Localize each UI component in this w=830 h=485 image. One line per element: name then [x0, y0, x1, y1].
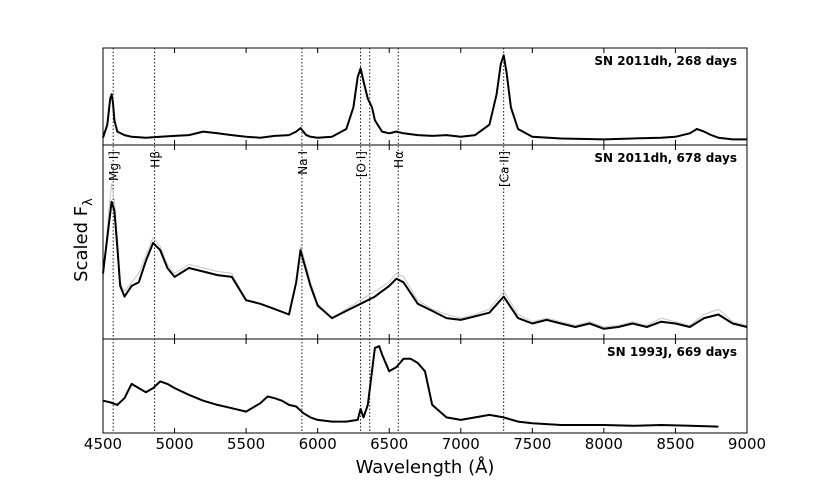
panel-frame [102, 144, 748, 340]
spectrum-line [102, 345, 719, 428]
x-axis-ticks [102, 48, 748, 433]
spectrum-line [102, 200, 748, 330]
line-id-label: [O I] [355, 151, 369, 177]
panel-title: SN 1993J, 669 days [607, 345, 737, 359]
x-tick-label: 6500 [370, 435, 408, 453]
text-labels: Mg I] Hβ Na I [O I] Hα [Ca II] SN 2011dh, 268 … [71, 54, 766, 478]
panel-title: SN 2011dh, 268 days [594, 54, 737, 68]
panel-frame [102, 338, 748, 434]
line-id-label: Hα [392, 151, 406, 168]
y-axis-label-text: Scaled F [71, 206, 92, 282]
x-tick-label: 6000 [299, 435, 337, 453]
spectrum-unbinned-line [102, 183, 748, 328]
panel-frames [102, 47, 748, 434]
x-axis-label: Wavelength (Å) [356, 456, 495, 478]
line-id-label: [Ca II] [498, 151, 512, 187]
x-tick-label: 7000 [442, 435, 480, 453]
x-tick-label: 4500 [84, 435, 122, 453]
line-identification-markers [112, 48, 505, 433]
line-id-label: Hβ [149, 151, 163, 168]
panel-title: SN 2011dh, 678 days [594, 151, 737, 165]
x-tick-label: 9000 [728, 435, 766, 453]
x-tick-label: 8500 [656, 435, 694, 453]
line-id-label: Na I [296, 151, 310, 175]
y-axis-label: Scaled Fλ [71, 198, 96, 282]
spectrum-line [102, 54, 747, 141]
x-tick-label: 8000 [585, 435, 623, 453]
line-id-label: Mg I] [107, 151, 121, 181]
y-axis-label-subscript: λ [81, 198, 96, 206]
x-tick-label: 5500 [227, 435, 265, 453]
x-tick-label: 7500 [513, 435, 551, 453]
x-tick-label: 5000 [155, 435, 193, 453]
series-layer [102, 54, 748, 428]
